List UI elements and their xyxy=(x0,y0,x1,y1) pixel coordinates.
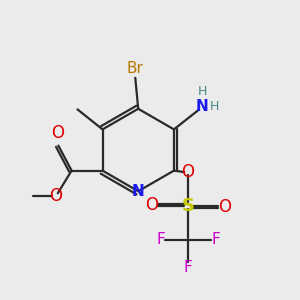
Text: O: O xyxy=(218,198,231,216)
Text: S: S xyxy=(182,197,195,215)
Text: H: H xyxy=(198,85,207,98)
Text: F: F xyxy=(211,232,220,247)
Text: F: F xyxy=(156,232,165,247)
Text: N: N xyxy=(132,184,145,199)
Text: O: O xyxy=(145,196,158,214)
Text: F: F xyxy=(184,260,192,275)
Text: Br: Br xyxy=(127,61,144,76)
Text: O: O xyxy=(49,187,62,205)
Text: O: O xyxy=(182,163,195,181)
Text: N: N xyxy=(196,99,209,114)
Text: O: O xyxy=(51,124,64,142)
Text: H: H xyxy=(210,100,220,113)
